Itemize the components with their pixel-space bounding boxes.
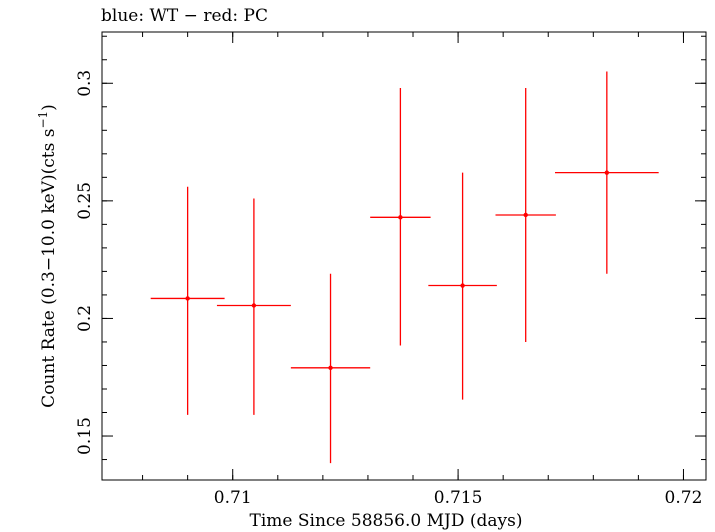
y-axis-title-superscript: −1 bbox=[36, 111, 50, 129]
y-tick-label: 0.3 bbox=[75, 70, 95, 97]
data-point bbox=[398, 215, 403, 220]
y-axis-title-main: Count Rate (0.3−10.0 keV)(cts s bbox=[39, 129, 59, 408]
y-axis-title: Count Rate (0.3−10.0 keV)(cts s−1) bbox=[36, 104, 59, 408]
y-tick-labels: 0.15 0.2 0.25 0.3 bbox=[75, 70, 95, 455]
data-point bbox=[604, 170, 610, 175]
x-axis-title: Time Since 58856.0 MJD (days) bbox=[250, 511, 523, 531]
x-tick-label: 0.71 bbox=[214, 488, 252, 508]
data-point bbox=[460, 283, 465, 288]
y-tick-label: 0.15 bbox=[75, 417, 95, 455]
plot-frame bbox=[101, 31, 707, 481]
y-tick-label: 0.2 bbox=[75, 305, 95, 332]
x-tick-label: 0.715 bbox=[434, 488, 483, 508]
data-point bbox=[328, 365, 333, 371]
x-tick-label: 0.72 bbox=[665, 488, 703, 508]
data-series bbox=[150, 71, 659, 464]
y-axis-title-end: ) bbox=[39, 104, 59, 111]
data-point bbox=[523, 212, 528, 218]
axis-ticks bbox=[102, 32, 706, 480]
data-point bbox=[185, 296, 190, 301]
y-tick-label: 0.25 bbox=[75, 182, 95, 220]
chart-title: blue: WT − red: PC bbox=[101, 6, 268, 26]
x-tick-labels: 0.71 0.715 0.72 bbox=[214, 488, 703, 508]
data-point bbox=[251, 303, 257, 308]
